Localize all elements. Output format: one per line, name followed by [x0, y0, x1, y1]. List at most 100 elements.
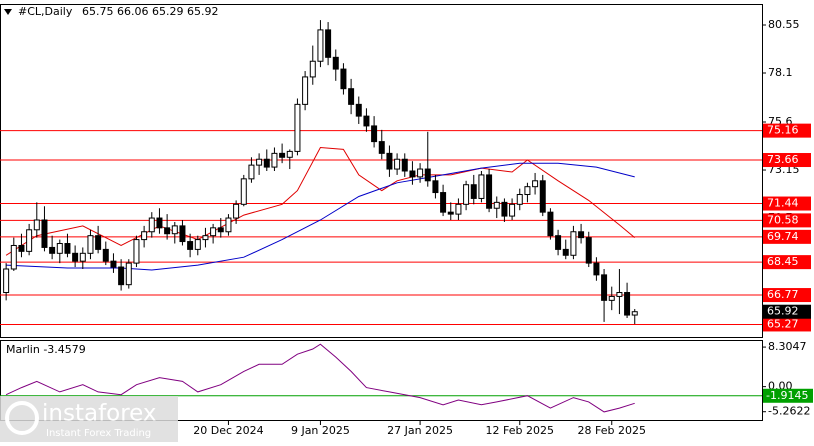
- x-tick-label: 27 Jan 2025: [387, 424, 453, 437]
- last-price-box: [763, 304, 811, 319]
- level-label: 68.45: [767, 255, 799, 268]
- candle-body: [148, 217, 155, 233]
- candle-body: [616, 292, 623, 297]
- candle-body: [18, 244, 25, 252]
- candle-body: [493, 201, 500, 209]
- candle-body: [309, 60, 316, 78]
- candle-body: [539, 180, 546, 213]
- candle-body: [355, 103, 362, 117]
- candle-body: [125, 262, 132, 286]
- x-tick-label: 28 Feb 2025: [578, 424, 646, 437]
- candle-body: [95, 235, 102, 250]
- x-tick-label: 9 Jan 2025: [291, 424, 350, 437]
- level-label-box: [763, 196, 811, 211]
- candle-body: [194, 239, 201, 250]
- level-label: 65.27: [767, 317, 799, 330]
- candle-body: [286, 150, 293, 158]
- candle-body: [217, 227, 224, 233]
- candle-body: [41, 219, 48, 248]
- candle-body: [555, 235, 562, 250]
- candle-body: [64, 243, 71, 254]
- candle-body: [547, 211, 554, 237]
- level-label-box: [763, 123, 811, 138]
- candle-body: [294, 103, 301, 152]
- candle-body: [424, 168, 431, 182]
- candle-body: [317, 29, 324, 62]
- candle-body: [447, 211, 454, 215]
- y-tick-label: 78.1: [768, 66, 793, 79]
- candle-body: [279, 152, 286, 158]
- candle-body: [10, 244, 17, 270]
- candle-body: [110, 260, 117, 268]
- ohlc-label: 65.75 66.06 65.29 65.92: [82, 5, 218, 18]
- candle-body: [440, 192, 447, 213]
- candle-body: [478, 174, 485, 199]
- candle-body: [363, 115, 370, 127]
- candle-body: [570, 231, 577, 256]
- candle-body: [601, 274, 608, 301]
- candle-body: [432, 180, 439, 194]
- candle-body: [340, 68, 347, 90]
- candle-body: [524, 186, 531, 196]
- candle-body: [248, 164, 255, 180]
- candle-body: [164, 227, 171, 235]
- candle-body: [210, 227, 217, 237]
- candle-body: [516, 194, 523, 205]
- candle-body: [332, 56, 339, 70]
- candle-body: [470, 184, 477, 199]
- x-tick-label: 12 Feb 2025: [486, 424, 554, 437]
- indicator-title: Marlin -3.4579: [6, 343, 86, 356]
- last-price-label: 65.92: [767, 305, 799, 318]
- candle-body: [87, 235, 94, 254]
- level-label-box: [763, 317, 811, 332]
- candle-body: [271, 152, 278, 168]
- watermark-tagline: Instant Forex Trading: [46, 428, 151, 439]
- candle-body: [562, 248, 569, 256]
- candle-body: [118, 266, 125, 286]
- candle-body: [325, 29, 332, 58]
- candle-body: [56, 243, 63, 254]
- level-label-box: [763, 388, 813, 403]
- candle-body: [256, 158, 263, 166]
- level-label: 66.77: [767, 288, 799, 301]
- level-label: 69.74: [767, 230, 799, 243]
- level-label: -1.9145: [766, 389, 808, 402]
- candle-body: [156, 217, 163, 229]
- candle-body: [417, 168, 424, 178]
- candle-body: [348, 88, 355, 105]
- candle-body: [585, 237, 592, 264]
- candle-body: [26, 229, 33, 252]
- y-tick-label: 8.3047: [768, 340, 807, 353]
- candle-body: [179, 225, 186, 243]
- candle-body: [378, 141, 385, 154]
- level-label-box: [763, 255, 811, 270]
- symbol-title: #CL,Daily: [18, 5, 73, 18]
- candle-body: [263, 158, 270, 168]
- watermark-logo: [5, 401, 39, 435]
- x-tick-label: 20 Dec 2024: [193, 424, 263, 437]
- candle-body: [202, 235, 209, 241]
- candle-body: [386, 152, 393, 170]
- candle-body: [79, 252, 86, 262]
- candle-body: [187, 241, 194, 250]
- candle-body: [133, 239, 140, 264]
- level-label: 70.58: [767, 213, 799, 226]
- level-label: 71.44: [767, 197, 799, 210]
- candle-body: [141, 231, 148, 241]
- candle-body: [371, 125, 378, 143]
- oscillator-line: [5, 343, 635, 413]
- candle-body: [72, 252, 79, 262]
- candle-body: [501, 201, 508, 217]
- candle-body: [463, 184, 470, 205]
- level-label: 75.16: [767, 124, 799, 137]
- candle-body: [624, 292, 631, 316]
- candle-body: [401, 158, 408, 172]
- candle-body: [302, 76, 309, 105]
- candle-body: [578, 231, 585, 239]
- moving-average: [6, 162, 635, 271]
- candle-body: [3, 268, 10, 294]
- candle-body: [509, 203, 516, 217]
- level-label-box: [763, 153, 811, 168]
